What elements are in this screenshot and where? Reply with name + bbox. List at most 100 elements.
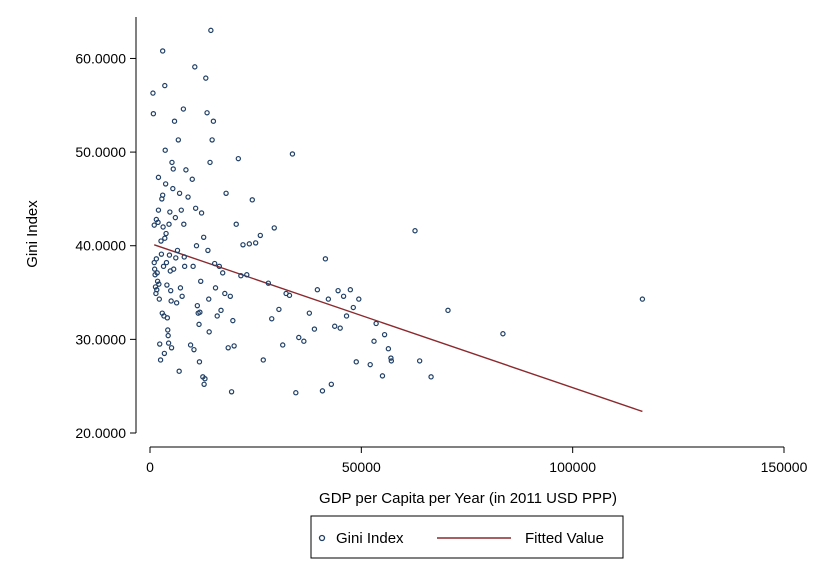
scatter-point bbox=[332, 323, 338, 329]
scatter-point bbox=[161, 350, 168, 357]
scatter-point bbox=[175, 137, 182, 143]
scatter-point bbox=[172, 214, 179, 221]
scatter-point bbox=[337, 325, 343, 331]
scatter-point bbox=[174, 247, 181, 254]
scatter-point bbox=[158, 251, 165, 257]
scatter-point bbox=[185, 194, 191, 200]
scatter-point bbox=[371, 338, 377, 344]
x-tick-label: 100000 bbox=[549, 459, 596, 475]
legend: Gini Index Fitted Value bbox=[310, 515, 624, 559]
scatter-point bbox=[157, 341, 163, 347]
scatter-point bbox=[169, 159, 175, 166]
scatter-point bbox=[246, 241, 253, 247]
scatter-point bbox=[162, 181, 169, 187]
x-axis-title: GDP per Capita per Year (in 2011 USD PPP… bbox=[319, 490, 617, 507]
scatter-points bbox=[150, 27, 646, 396]
scatter-point bbox=[328, 381, 335, 388]
scatter-point bbox=[412, 228, 418, 234]
scatter-point bbox=[230, 317, 236, 324]
scatter-point bbox=[289, 151, 296, 157]
scatter-point bbox=[189, 176, 195, 182]
scatter-point bbox=[150, 90, 156, 96]
scatter-point bbox=[193, 243, 200, 249]
scatter-point bbox=[325, 296, 332, 302]
scatter-point bbox=[168, 345, 175, 351]
scatter-point bbox=[156, 281, 162, 287]
fitted-value-line bbox=[154, 244, 643, 413]
scatter-point bbox=[343, 313, 350, 319]
scatter-point bbox=[216, 263, 223, 270]
y-tick-label: 20.0000 bbox=[75, 425, 126, 441]
scatter-point bbox=[306, 310, 313, 316]
scatter-point bbox=[159, 192, 166, 198]
scatter-point bbox=[198, 278, 204, 285]
scatter-point bbox=[197, 309, 203, 315]
scatter-point bbox=[222, 290, 228, 297]
scatter-point bbox=[162, 82, 168, 89]
scatter-point bbox=[180, 106, 187, 112]
scatter-point bbox=[176, 190, 183, 196]
scatter-point bbox=[173, 300, 180, 306]
scatter-point bbox=[152, 284, 159, 290]
scatter-point bbox=[157, 357, 164, 363]
legend-label-fitted-value: Fitted Value bbox=[525, 530, 604, 547]
scatter-point bbox=[233, 221, 239, 227]
scatter-point bbox=[231, 343, 237, 349]
scatter-point bbox=[153, 256, 160, 262]
legend-box bbox=[310, 515, 624, 559]
scatter-point bbox=[260, 357, 266, 363]
scatter-point bbox=[379, 373, 386, 379]
scatter-point bbox=[198, 210, 205, 216]
scatter-point bbox=[160, 224, 166, 230]
scatter-point bbox=[212, 285, 219, 291]
scatter-point bbox=[223, 190, 229, 196]
scatter-point bbox=[238, 272, 244, 279]
scatter-point bbox=[170, 166, 176, 172]
scatter-point bbox=[276, 306, 282, 313]
legend-label-gini-index: Gini Index bbox=[336, 530, 404, 547]
scatter-point bbox=[167, 209, 173, 215]
scatter-point bbox=[353, 359, 359, 365]
scatter-point bbox=[170, 266, 177, 272]
scatter-point bbox=[416, 358, 423, 364]
scatter-point bbox=[162, 235, 168, 241]
scatter-point bbox=[373, 320, 379, 327]
scatter-point bbox=[181, 263, 188, 270]
scatter-point bbox=[388, 358, 395, 364]
scatter-point bbox=[166, 221, 172, 227]
scatter-point bbox=[183, 167, 189, 173]
scatter-point bbox=[206, 296, 212, 302]
scatter-point bbox=[225, 345, 231, 351]
scatter-point bbox=[445, 307, 451, 314]
y-tick-label: 40.0000 bbox=[75, 238, 126, 254]
scatter-point bbox=[150, 110, 157, 117]
scatter-point bbox=[265, 280, 272, 286]
scatter-point bbox=[271, 225, 277, 231]
x-ticks: 0 50000 100000 150000 bbox=[146, 447, 808, 475]
x-tick-label: 50000 bbox=[342, 459, 381, 475]
fit-line-group bbox=[154, 244, 643, 413]
scatter-point bbox=[228, 389, 235, 395]
scatter-point bbox=[166, 252, 173, 258]
scatter-point bbox=[168, 287, 174, 294]
x-tick-label: 0 bbox=[146, 459, 154, 475]
scatter-point bbox=[639, 296, 646, 302]
scatter-point bbox=[151, 266, 158, 272]
scatter-point bbox=[163, 230, 169, 237]
legend-marker-gini-index bbox=[318, 534, 326, 542]
scatter-point bbox=[207, 159, 213, 166]
scatter-point bbox=[192, 205, 199, 211]
scatter-point bbox=[211, 260, 218, 267]
scatter-point bbox=[200, 234, 207, 240]
scatter-point bbox=[201, 381, 207, 388]
scatter-point bbox=[165, 327, 171, 333]
scatter-point bbox=[181, 221, 187, 227]
scatter-point bbox=[381, 331, 388, 338]
scatter-point bbox=[385, 346, 392, 352]
scatter-point bbox=[170, 185, 176, 192]
scatter-point bbox=[218, 307, 224, 314]
scatter-point bbox=[206, 329, 212, 335]
scatter-point bbox=[192, 64, 198, 70]
scatter-point bbox=[158, 238, 164, 244]
